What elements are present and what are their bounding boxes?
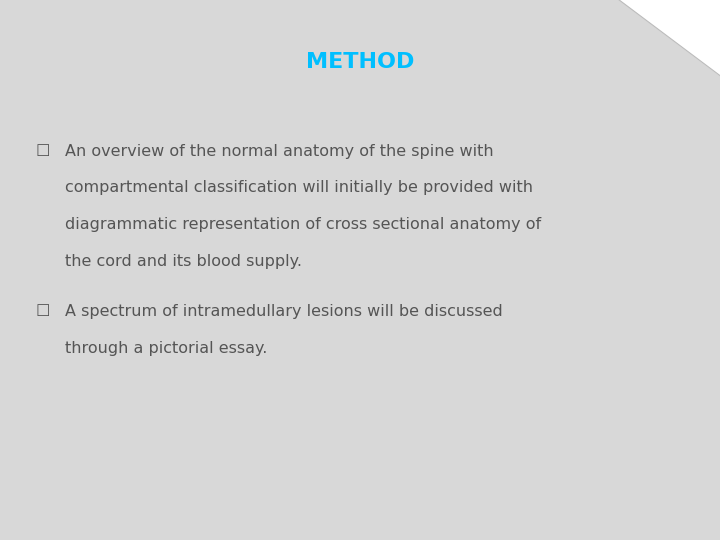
Text: An overview of the normal anatomy of the spine with: An overview of the normal anatomy of the… (65, 144, 493, 159)
Text: ☐: ☐ (36, 144, 50, 159)
Text: diagrammatic representation of cross sectional anatomy of: diagrammatic representation of cross sec… (65, 217, 541, 232)
Text: METHOD: METHOD (306, 52, 414, 72)
Text: through a pictorial essay.: through a pictorial essay. (65, 341, 267, 356)
Text: A spectrum of intramedullary lesions will be discussed: A spectrum of intramedullary lesions wil… (65, 304, 503, 319)
Text: the cord and its blood supply.: the cord and its blood supply. (65, 254, 302, 269)
Polygon shape (619, 0, 720, 76)
Text: ☐: ☐ (36, 304, 50, 319)
Text: compartmental classification will initially be provided with: compartmental classification will initia… (65, 180, 533, 195)
